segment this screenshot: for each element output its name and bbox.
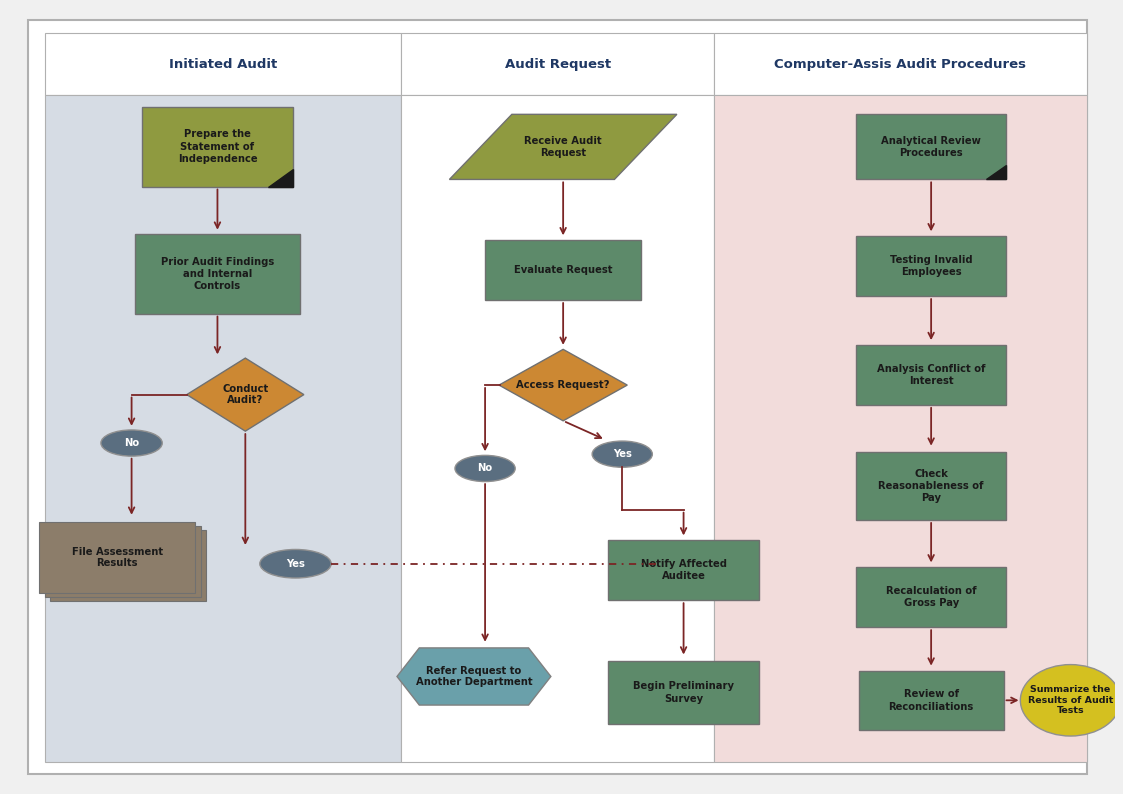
FancyBboxPatch shape [856, 114, 1006, 179]
Text: Initiated Audit: Initiated Audit [168, 58, 277, 71]
FancyBboxPatch shape [714, 95, 1087, 762]
Text: No: No [477, 464, 493, 473]
Text: File Assessment
Results: File Assessment Results [72, 546, 163, 569]
Ellipse shape [101, 430, 162, 456]
Text: Recalculation of
Gross Pay: Recalculation of Gross Pay [886, 586, 976, 608]
Ellipse shape [259, 549, 331, 578]
Polygon shape [986, 165, 1006, 179]
Text: Audit Request: Audit Request [504, 58, 611, 71]
Text: No: No [124, 438, 139, 448]
Text: Evaluate Request: Evaluate Request [514, 265, 612, 275]
FancyBboxPatch shape [135, 234, 300, 314]
Text: Begin Preliminary
Survey: Begin Preliminary Survey [633, 681, 734, 703]
FancyBboxPatch shape [45, 526, 201, 597]
Text: Receive Audit
Request: Receive Audit Request [524, 136, 602, 158]
Text: Check
Reasonableness of
Pay: Check Reasonableness of Pay [878, 468, 984, 503]
Text: Access Request?: Access Request? [517, 380, 610, 390]
FancyBboxPatch shape [485, 240, 641, 299]
Text: Refer Request to
Another Department: Refer Request to Another Department [416, 665, 532, 688]
FancyBboxPatch shape [856, 345, 1006, 404]
FancyBboxPatch shape [51, 530, 207, 601]
Text: Analytical Review
Procedures: Analytical Review Procedures [882, 136, 982, 158]
Ellipse shape [455, 456, 515, 481]
Text: Testing Invalid
Employees: Testing Invalid Employees [889, 255, 973, 277]
Ellipse shape [592, 441, 652, 467]
FancyBboxPatch shape [401, 95, 714, 762]
Text: Review of
Reconciliations: Review of Reconciliations [888, 689, 974, 711]
FancyBboxPatch shape [609, 541, 759, 600]
Text: Conduct
Audit?: Conduct Audit? [222, 384, 268, 406]
Text: Prepare the
Statement of
Independence: Prepare the Statement of Independence [177, 129, 257, 164]
FancyBboxPatch shape [609, 661, 759, 724]
FancyBboxPatch shape [401, 33, 714, 95]
Text: Yes: Yes [286, 559, 305, 569]
FancyBboxPatch shape [714, 33, 1087, 95]
Polygon shape [186, 358, 304, 431]
FancyBboxPatch shape [45, 33, 401, 95]
FancyBboxPatch shape [45, 95, 401, 762]
FancyBboxPatch shape [39, 522, 195, 593]
Text: Summarize the
Results of Audit
Tests: Summarize the Results of Audit Tests [1028, 685, 1113, 715]
Polygon shape [449, 114, 677, 179]
FancyBboxPatch shape [856, 237, 1006, 295]
Ellipse shape [1021, 665, 1121, 736]
Text: Prior Audit Findings
and Internal
Controls: Prior Audit Findings and Internal Contro… [161, 256, 274, 291]
FancyBboxPatch shape [859, 670, 1004, 730]
Text: Yes: Yes [613, 449, 631, 459]
Text: Analysis Conflict of
Interest: Analysis Conflict of Interest [877, 364, 985, 386]
FancyBboxPatch shape [856, 567, 1006, 627]
Polygon shape [499, 349, 628, 421]
Polygon shape [268, 169, 293, 187]
FancyBboxPatch shape [28, 20, 1087, 774]
Text: Computer-Assis Audit Procedures: Computer-Assis Audit Procedures [775, 58, 1026, 71]
FancyBboxPatch shape [856, 452, 1006, 520]
Text: Notify Affected
Auditee: Notify Affected Auditee [640, 559, 727, 581]
Polygon shape [398, 648, 551, 705]
FancyBboxPatch shape [143, 107, 293, 187]
